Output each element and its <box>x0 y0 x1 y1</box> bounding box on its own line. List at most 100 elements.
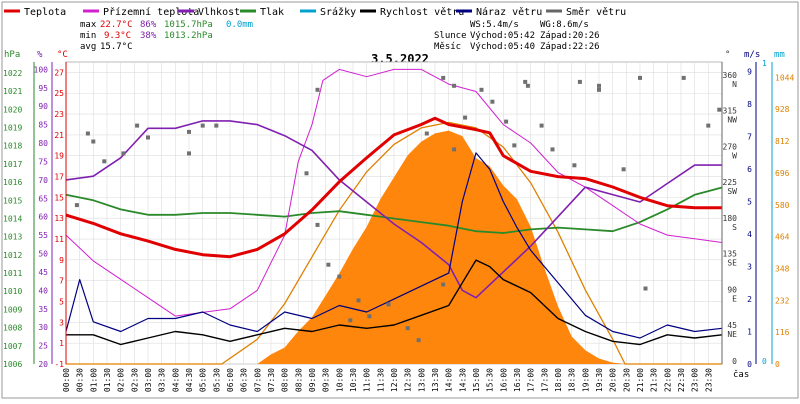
wind-direction-point <box>405 326 410 331</box>
y-tick-label-radiation: 232 <box>775 296 790 305</box>
x-tick-label: 05:00 <box>199 368 208 392</box>
stat-max-label: max <box>80 20 97 30</box>
x-tick-label: 04:00 <box>171 368 180 392</box>
legend-label-wind-speed: Rychlost větru <box>380 6 464 18</box>
x-tick-label: 11:00 <box>363 368 372 392</box>
y-tick-label-degrees: 0 <box>732 357 737 366</box>
y-tick-label-percent: 55 <box>38 231 48 240</box>
x-tick-label: 20:30 <box>622 368 631 392</box>
y-tick-label-celsius: 5 <box>59 298 64 307</box>
wind-direction-point <box>356 298 361 303</box>
x-tick-label: 20:00 <box>609 368 618 392</box>
y-tick-label-hpa: 1020 <box>3 105 22 114</box>
legend-label-humidity: Vlhkost <box>198 7 240 18</box>
y-tick-label-hpa: 1019 <box>3 123 22 132</box>
moon-set: Západ:22:26 <box>540 42 600 52</box>
y-tick-label-percent: 75 <box>38 157 48 166</box>
wind-direction-point <box>187 129 191 134</box>
y-tick-label-radiation: 116 <box>775 328 790 337</box>
y-tick-label-hpa: 1013 <box>3 233 22 242</box>
y-tick-label-ms: 8 <box>747 100 752 109</box>
y-tick-label-degrees: 315 <box>723 107 738 116</box>
y-tick-label-percent: 65 <box>38 194 48 203</box>
wind-direction-point <box>479 87 484 92</box>
wind-speed-line <box>66 259 723 346</box>
x-tick-label: 17:00 <box>527 368 536 392</box>
y-tick-label-radiation: 928 <box>775 105 790 114</box>
legend-label-wind-gust: Náraz větru <box>476 6 542 18</box>
x-tick-label: 23:30 <box>704 368 713 392</box>
wind-sun-moon-info: WS:5.4m/s WG:8.6m/s Slunce Východ:05:42 … <box>434 20 600 52</box>
x-tick-label: 04:30 <box>185 368 194 392</box>
x-tick-label: 18:00 <box>554 368 563 392</box>
y-tick-label-celsius: 25 <box>54 89 64 98</box>
moon-rise: Východ:05:40 <box>470 42 535 52</box>
y-tick-label-mm: 1 <box>762 59 767 68</box>
sun-label: Slunce <box>434 31 467 41</box>
x-tick-label: 08:00 <box>281 368 290 392</box>
wind-direction-point <box>452 83 457 88</box>
y-tick-label-hpa: 1006 <box>3 360 22 369</box>
wind-direction-point <box>681 75 686 80</box>
wind-direction-point <box>577 79 582 84</box>
legend-item-wind-direction: Směr větru <box>546 6 626 18</box>
x-tick-label: 01:00 <box>89 368 98 392</box>
y-tick-label-percent: 60 <box>38 213 48 222</box>
wind-direction-point <box>504 119 509 124</box>
wind-direction-point <box>348 318 353 323</box>
legend-item-humidity: Vlhkost <box>178 7 240 18</box>
x-tick-label: 14:00 <box>445 368 454 392</box>
ground-temperature-line <box>65 68 723 317</box>
y-tick-label-celsius: 15 <box>54 193 64 202</box>
pressure-line <box>65 186 723 234</box>
wind-direction-point <box>200 123 205 128</box>
y-tick-label-radiation: 1044 <box>775 73 794 82</box>
y-tick-label-celsius: 17 <box>54 173 64 182</box>
y-tick-label-celsius: 7 <box>59 277 64 286</box>
y-tick-label-hpa: 1022 <box>3 69 22 78</box>
legend-label-temperature: Teplota <box>24 7 66 18</box>
y-tick-label-hpa: 1010 <box>3 287 22 296</box>
wind-direction-point <box>490 99 495 104</box>
y-tick-label-percent: 50 <box>38 250 48 259</box>
wind-direction-point <box>597 83 601 88</box>
y-tick-label-celsius: 9 <box>59 256 64 265</box>
wind-direction-point <box>91 139 96 144</box>
wind-direction-point <box>326 262 331 267</box>
y-tick-label-hpa: 1015 <box>3 196 22 205</box>
y-tick-label-celsius: 3 <box>59 318 64 327</box>
x-tick-label: 02:00 <box>117 368 126 392</box>
y-tick-label-ms: 7 <box>747 133 752 142</box>
legend-label-ground-temperature: Přízemní teplota <box>103 6 199 18</box>
y-tick-label-direction: NW <box>727 116 737 125</box>
x-tick-label: 05:30 <box>212 368 221 392</box>
y-tick-label-degrees: 90 <box>727 285 737 294</box>
y-tick-label-degrees: 270 <box>723 142 738 151</box>
y-tick-label-percent: 100 <box>34 65 49 74</box>
wind-direction-point <box>102 159 107 164</box>
stat-precipitation: 0.0mm <box>226 20 253 30</box>
y-tick-label-direction: NE <box>727 330 737 339</box>
x-tick-label: 00:00 <box>62 368 71 392</box>
x-tick-label: 02:30 <box>130 368 139 392</box>
wind-direction-point <box>597 87 601 92</box>
wind-direction-point <box>121 151 126 156</box>
y-tick-label-hpa: 1008 <box>3 324 22 333</box>
wind-direction-point <box>187 151 191 156</box>
legend-label-precipitation: Srážky <box>320 6 356 18</box>
wind-direction-point <box>214 123 219 128</box>
y-tick-label-radiation: 0 <box>775 360 780 369</box>
legend-item-ground-temperature: Přízemní teplota <box>83 6 199 18</box>
x-tick-label: 07:30 <box>267 368 276 392</box>
y-tick-label-hpa: 1016 <box>3 178 22 187</box>
y-tick-label-hpa: 1018 <box>3 142 22 151</box>
x-tick-label: 01:30 <box>103 368 112 392</box>
x-tick-label: 16:00 <box>499 368 508 392</box>
wind-direction-point <box>441 282 446 287</box>
wind-direction-point <box>463 115 468 120</box>
x-tick-label: 06:30 <box>240 368 249 392</box>
solar-radiation-area <box>66 130 722 364</box>
y-tick-label-hpa: 1014 <box>3 214 22 223</box>
wind-direction-point <box>386 302 391 307</box>
